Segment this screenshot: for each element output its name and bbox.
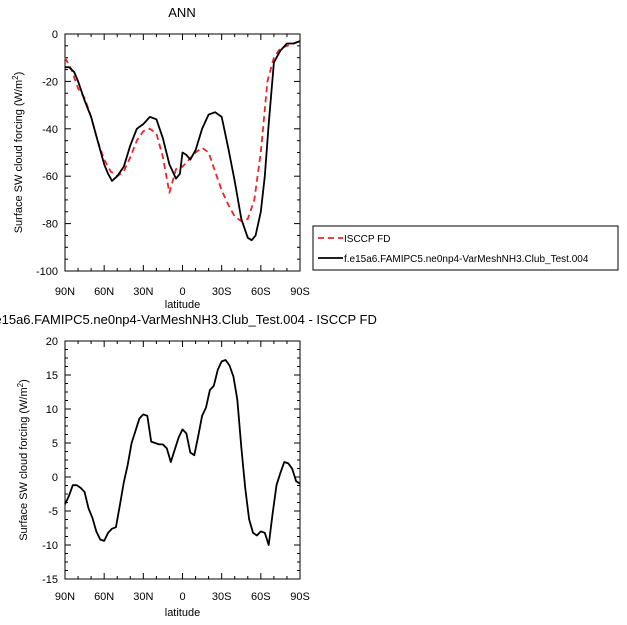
x-tick-label: 60N	[94, 591, 114, 603]
chart-title: ANN	[168, 5, 195, 20]
y-axis-label-superscript: 2	[16, 382, 25, 387]
y-axis-label-text: )	[18, 379, 30, 383]
chart-title: f.e15a6.FAMIPC5.ne0np4-VarMeshNH3.Club_T…	[0, 312, 377, 327]
x-tick-label: 60N	[94, 286, 114, 298]
x-tick-label: 90N	[55, 286, 75, 298]
y-tick-label: 10	[46, 404, 58, 416]
x-axis-label: latitude	[165, 299, 200, 311]
x-tick-label: 90S	[290, 591, 310, 603]
y-axis-label: Surface SW cloud forcing (W/m2)	[16, 379, 30, 541]
legend-label: ISCCP FD	[344, 234, 391, 245]
x-tick-label: 30S	[212, 591, 232, 603]
x-tick-label: 90N	[55, 591, 75, 603]
y-tick-label: 0	[52, 472, 58, 484]
series-line-1	[64, 359, 301, 546]
legend-box	[312, 225, 619, 271]
y-axis-label-superscript: 2	[11, 75, 20, 80]
y-tick-label: -100	[36, 266, 58, 278]
series-line-2	[65, 40, 301, 242]
x-tick-label: 90S	[290, 286, 310, 298]
y-tick-label: 15	[46, 370, 58, 382]
y-tick-label: -60	[42, 171, 58, 183]
y-axis-label-text: Surface SW cloud forcing (W/m	[18, 387, 30, 540]
x-tick-label: 0	[179, 286, 185, 298]
x-tick-label: 60S	[251, 286, 271, 298]
x-tick-label: 30S	[212, 286, 232, 298]
chart-panel-2: f.e15a6.FAMIPC5.ne0np4-VarMeshNH3.Club_T…	[0, 312, 377, 619]
y-tick-label: -40	[42, 124, 58, 136]
legend-label: f.e15a6.FAMIPC5.ne0np4-VarMeshNH3.Club_T…	[344, 254, 589, 265]
y-tick-label: -15	[42, 574, 58, 586]
series-line-1	[64, 40, 301, 223]
y-tick-label: -5	[48, 506, 58, 518]
x-axis-label: latitude	[165, 607, 200, 619]
y-axis-label-text: )	[13, 72, 25, 76]
y-tick-label: 5	[52, 438, 58, 450]
y-tick-label: 20	[46, 336, 58, 348]
y-axis-label-text: Surface SW cloud forcing (W/m	[13, 80, 25, 233]
chart-panel-1: ANN 0 -20 -40 -60 -80 -100 90N 60N 30N 0 30S 60S 90S l…	[11, 5, 619, 311]
legend: ISCCP FD f.e15a6.FAMIPC5.ne0np4-VarMeshNH…	[312, 225, 619, 271]
plot-frame	[64, 340, 301, 580]
x-tick-label: 0	[179, 591, 185, 603]
x-tick-label: 30N	[133, 286, 153, 298]
y-tick-label: 0	[52, 29, 58, 41]
x-tick-label: 30N	[133, 591, 153, 603]
y-tick-label: -20	[42, 76, 58, 88]
y-tick-label: -10	[42, 540, 58, 552]
y-axis-label: Surface SW cloud forcing (W/m2)	[11, 72, 25, 234]
y-tick-label: -80	[42, 219, 58, 231]
x-tick-label: 60S	[251, 591, 271, 603]
